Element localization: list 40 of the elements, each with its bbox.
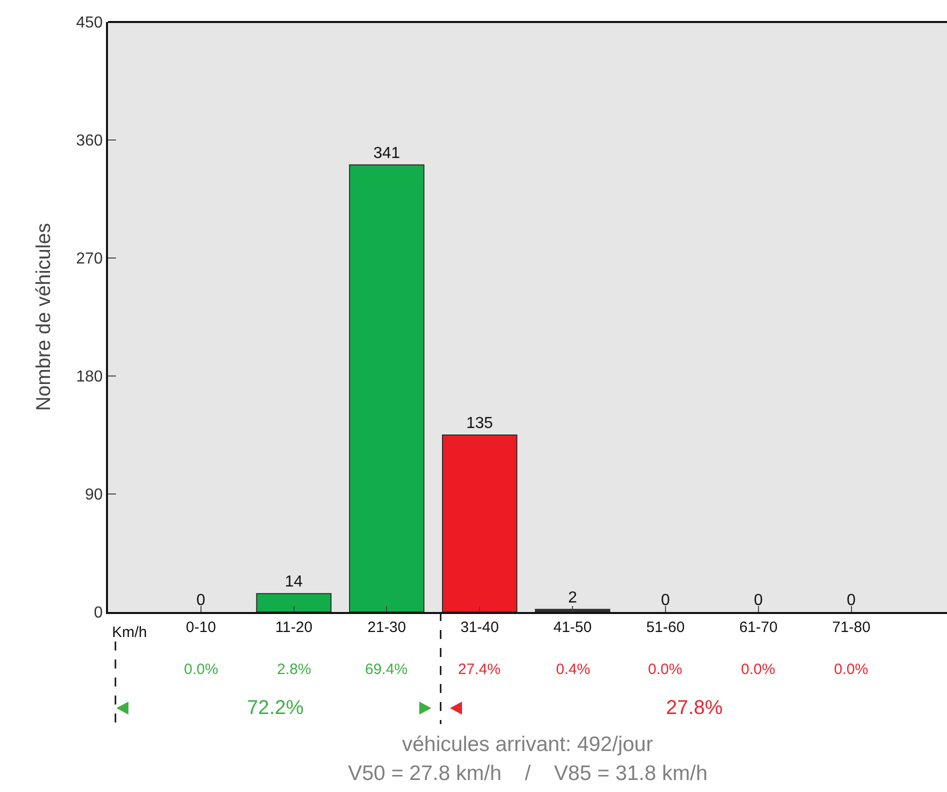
x-tick-label: 71-80 xyxy=(832,619,870,636)
bar xyxy=(256,593,332,612)
text: 0.0% xyxy=(184,661,218,678)
text: véhicules arrivant: 492/jour xyxy=(402,733,653,756)
text: 0.0% xyxy=(648,661,682,678)
bar xyxy=(442,434,518,612)
text: 0.0% xyxy=(834,661,868,678)
x-tick-label: 51-60 xyxy=(646,619,685,636)
text: 27.8% xyxy=(666,697,723,719)
data-label: 341 xyxy=(373,144,400,162)
y-tick-label: 180 xyxy=(76,368,103,386)
bar xyxy=(534,608,610,612)
data-label: 0 xyxy=(754,592,763,609)
x-tick-label: 61-70 xyxy=(739,619,778,636)
text: 72.2% xyxy=(247,697,304,719)
x-tick-label: 11-20 xyxy=(275,619,312,636)
x-tick-label: 0-10 xyxy=(186,619,216,636)
data-label: 2 xyxy=(568,589,578,606)
data-label: 0 xyxy=(660,592,670,609)
data-label: 14 xyxy=(284,574,303,591)
text: 69.4% xyxy=(365,661,408,678)
text: 0.0% xyxy=(741,661,776,678)
text: 27.4% xyxy=(458,661,501,678)
data-label: 135 xyxy=(466,415,494,432)
y-tick-label: 450 xyxy=(76,14,103,32)
bar xyxy=(349,164,424,612)
data-label: 0 xyxy=(846,592,856,609)
x-axis-title: Km/h xyxy=(112,624,148,641)
x-tick-label: 41-50 xyxy=(553,619,592,636)
x-tick-label: 31-40 xyxy=(460,619,499,636)
y-tick-label: 360 xyxy=(76,132,103,150)
y-tick-label: 0 xyxy=(94,604,103,622)
y-axis-title: Nombre de véhicules xyxy=(33,223,56,411)
x-tick-label: 21-30 xyxy=(368,619,406,636)
y-tick-label: 270 xyxy=(76,250,103,268)
y-tick-label: 90 xyxy=(85,486,103,504)
text: 2.8% xyxy=(277,661,312,678)
text: 0.4% xyxy=(556,661,590,678)
text: V50 = 27.8 km/h / V85 = 31.8 km/h xyxy=(348,762,708,785)
data-label: 0 xyxy=(196,592,206,609)
